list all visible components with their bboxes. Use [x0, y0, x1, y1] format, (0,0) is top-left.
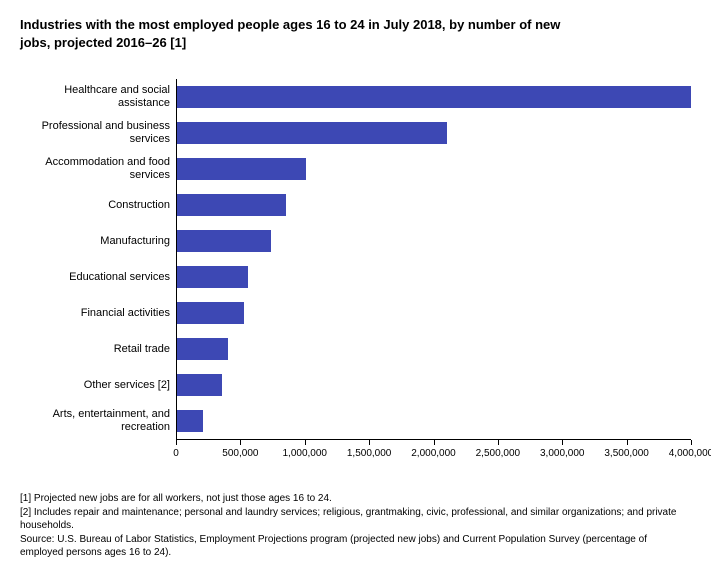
y-axis-labels: Healthcare and social assistanceProfessi… — [20, 79, 176, 464]
bar-row — [177, 259, 691, 295]
x-axis-label: 1,500,000 — [347, 448, 392, 459]
bar-row — [177, 115, 691, 151]
y-axis-label: Manufacturing — [100, 223, 170, 259]
chart-title: Industries with the most employed people… — [20, 16, 580, 51]
bar — [177, 374, 222, 396]
x-tick — [562, 440, 563, 445]
bar — [177, 122, 447, 144]
x-tick — [240, 440, 241, 445]
x-axis-labels: 0 500,000 1,000,000 1,500,000 2,000,000 2,500… — [176, 448, 691, 464]
x-tick — [369, 440, 370, 445]
x-axis-label: 0 — [173, 448, 179, 459]
bar — [177, 86, 691, 108]
plot-area — [176, 79, 691, 440]
x-axis-label: 1,000,000 — [283, 448, 328, 459]
bar-row — [177, 187, 691, 223]
bar — [177, 230, 271, 252]
bar-row — [177, 295, 691, 331]
footnote-line: [1] Projected new jobs are for all worke… — [20, 492, 691, 505]
x-axis-label: 500,000 — [222, 448, 258, 459]
bar — [177, 338, 228, 360]
y-axis-label: Healthcare and social assistance — [20, 79, 170, 115]
bar-row — [177, 331, 691, 367]
footnotes: [1] Projected new jobs are for all worke… — [20, 492, 691, 559]
x-tick — [627, 440, 628, 445]
y-axis-label: Arts, entertainment, and recreation — [20, 403, 170, 439]
bar — [177, 194, 286, 216]
y-axis-label: Retail trade — [114, 331, 170, 367]
bar — [177, 266, 248, 288]
y-axis-label: Financial activities — [81, 295, 170, 331]
x-tick — [434, 440, 435, 445]
x-axis-label: 2,500,000 — [476, 448, 521, 459]
chart: Healthcare and social assistanceProfessi… — [20, 79, 691, 464]
x-tick — [305, 440, 306, 445]
bar-row — [177, 403, 691, 439]
bar — [177, 302, 244, 324]
x-tick — [176, 440, 177, 445]
bar-row — [177, 223, 691, 259]
x-axis-label: 4,000,000 — [669, 448, 711, 459]
bar-row — [177, 367, 691, 403]
bar-row — [177, 79, 691, 115]
bar — [177, 410, 203, 432]
x-axis-label: 3,500,000 — [604, 448, 649, 459]
footnote-line: Source: U.S. Bureau of Labor Statistics,… — [20, 533, 691, 559]
bar — [177, 158, 306, 180]
x-tick — [498, 440, 499, 445]
x-axis-label: 2,000,000 — [411, 448, 456, 459]
x-axis-ticks — [176, 440, 691, 446]
y-axis-label: Other services [2] — [84, 367, 170, 403]
bar-row — [177, 151, 691, 187]
footnote-line: [2] Includes repair and maintenance; per… — [20, 506, 691, 532]
y-axis-label: Educational services — [69, 259, 170, 295]
x-axis-label: 3,000,000 — [540, 448, 585, 459]
y-axis-label: Construction — [108, 187, 170, 223]
y-axis-label: Professional and business services — [20, 115, 170, 151]
y-axis-label: Accommodation and food services — [20, 151, 170, 187]
x-tick — [691, 440, 692, 445]
